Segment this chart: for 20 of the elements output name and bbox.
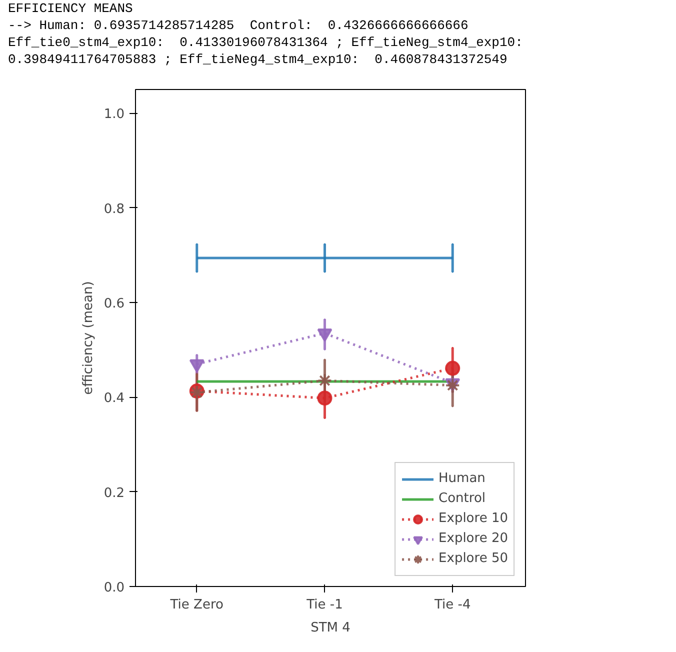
x-tick-label: Tie Zero <box>169 597 224 612</box>
legend-label: Explore 20 <box>438 531 508 546</box>
y-tick-label: 0.8 <box>104 201 125 216</box>
y-tick-label: 0.4 <box>104 390 125 406</box>
x-tick-label: Tie -4 <box>433 597 471 612</box>
text: EFFICIENCY MEANS <box>8 0 133 17</box>
x-tick-label: Tie -1 <box>306 597 343 612</box>
text: --> Human: 0.6935714285714285 Control: 0.4326666666666666 <box>8 17 468 34</box>
text: 0.39849411764705883 ; Eff_tieNeg4_stm4_exp10: 0.460878431372549 <box>8 51 508 68</box>
y-tick-label: 0.0 <box>104 580 125 596</box>
y-tick-label: 1.0 <box>104 106 125 122</box>
legend-label: Human <box>438 471 486 486</box>
y-tick-label: 0.6 <box>104 296 125 312</box>
legend-label: Control <box>438 491 486 506</box>
y-tick-label: 0.2 <box>104 485 125 500</box>
legend-label: Explore 50 <box>438 551 508 566</box>
y-axis-title: efficiency (mean) <box>80 280 96 394</box>
text: Eff_tie0_stm4_exp10: 0.41330196078431364 ; Eff_tieNeg_stm4_exp10: <box>8 34 523 52</box>
x-axis-title: STM 4 <box>310 620 350 636</box>
legend-label: Explore 10 <box>438 511 508 526</box>
